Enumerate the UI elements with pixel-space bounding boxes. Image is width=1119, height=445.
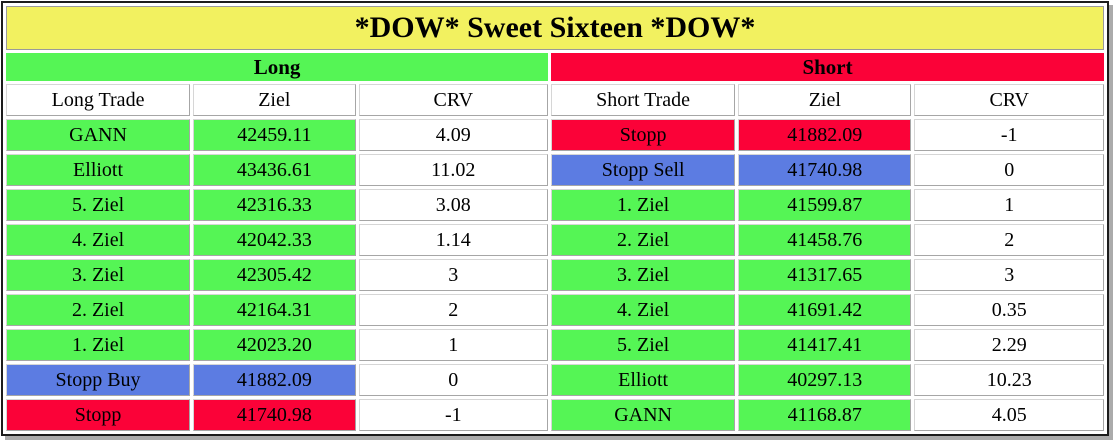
short-ziel-cell: 41417.41 <box>738 329 912 361</box>
long-crv-cell: 4.09 <box>358 119 549 151</box>
short-crv-cell: 4.05 <box>914 399 1104 431</box>
short-crv-cell: 1 <box>914 189 1104 221</box>
long-trade-cell: GANN <box>6 119 191 151</box>
table-body: GANN 42459.11 4.09 Stopp 41882.09 -1 Elliott 43… <box>6 119 1104 431</box>
long-crv-cell: 1.14 <box>358 224 549 256</box>
long-trade-cell: 5. Ziel <box>6 189 191 221</box>
section-short: Short <box>551 53 1104 81</box>
column-header-row: Long Trade Ziel CRV Short Trade Ziel CRV <box>6 84 1104 116</box>
short-ziel-cell: 41740.98 <box>738 154 912 186</box>
long-trade-cell: Stopp <box>6 399 191 431</box>
header-short-crv: CRV <box>914 84 1104 116</box>
short-trade-cell: 2. Ziel <box>551 224 736 256</box>
long-ziel-cell: 42042.33 <box>193 224 356 256</box>
long-crv-cell: 1 <box>358 329 549 361</box>
long-ziel-cell: 42459.11 <box>193 119 356 151</box>
table-row: Stopp Buy 41882.09 0 Elliott 40297.13 10.23 <box>6 364 1104 396</box>
short-trade-cell: 1. Ziel <box>551 189 736 221</box>
short-ziel-cell: 41317.65 <box>738 259 912 291</box>
short-ziel-cell: 41882.09 <box>738 119 912 151</box>
long-ziel-cell: 41740.98 <box>193 399 356 431</box>
long-trade-cell: Elliott <box>6 154 191 186</box>
short-ziel-cell: 41599.87 <box>738 189 912 221</box>
short-crv-cell: 0.35 <box>914 294 1104 326</box>
long-crv-cell: -1 <box>358 399 549 431</box>
long-crv-cell: 11.02 <box>358 154 549 186</box>
sweet-sixteen-table: *DOW* Sweet Sixteen *DOW* Long Short Lon… <box>1 1 1109 436</box>
short-ziel-cell: 41691.42 <box>738 294 912 326</box>
long-ziel-cell: 42164.31 <box>193 294 356 326</box>
short-trade-cell: GANN <box>551 399 736 431</box>
short-crv-cell: 3 <box>914 259 1104 291</box>
long-crv-cell: 3 <box>358 259 549 291</box>
short-crv-cell: 10.23 <box>914 364 1104 396</box>
long-ziel-cell: 42305.42 <box>193 259 356 291</box>
long-trade-cell: 2. Ziel <box>6 294 191 326</box>
long-ziel-cell: 43436.61 <box>193 154 356 186</box>
long-ziel-cell: 41882.09 <box>193 364 356 396</box>
long-trade-cell: 4. Ziel <box>6 224 191 256</box>
table-row: 2. Ziel 42164.31 2 4. Ziel 41691.42 0.35 <box>6 294 1104 326</box>
long-ziel-cell: 42023.20 <box>193 329 356 361</box>
table-row: 3. Ziel 42305.42 3 3. Ziel 41317.65 3 <box>6 259 1104 291</box>
section-row: Long Short <box>6 53 1104 81</box>
short-trade-cell: 5. Ziel <box>551 329 736 361</box>
short-ziel-cell: 41168.87 <box>738 399 912 431</box>
header-short-ziel: Ziel <box>738 84 912 116</box>
long-crv-cell: 2 <box>358 294 549 326</box>
table-row: 4. Ziel 42042.33 1.14 2. Ziel 41458.76 2 <box>6 224 1104 256</box>
table-row: 1. Ziel 42023.20 1 5. Ziel 41417.41 2.29 <box>6 329 1104 361</box>
trading-levels-sheet: *DOW* Sweet Sixteen *DOW* Long Short Lon… <box>1 1 1119 436</box>
short-crv-cell: 0 <box>914 154 1104 186</box>
short-trade-cell: Stopp Sell <box>551 154 736 186</box>
short-trade-cell: 4. Ziel <box>551 294 736 326</box>
long-trade-cell: 1. Ziel <box>6 329 191 361</box>
long-crv-cell: 3.08 <box>358 189 549 221</box>
short-trade-cell: Elliott <box>551 364 736 396</box>
header-long-ziel: Ziel <box>193 84 356 116</box>
long-trade-cell: 3. Ziel <box>6 259 191 291</box>
header-long-crv: CRV <box>358 84 549 116</box>
short-trade-cell: Stopp <box>551 119 736 151</box>
title-row: *DOW* Sweet Sixteen *DOW* <box>6 6 1104 50</box>
short-trade-cell: 3. Ziel <box>551 259 736 291</box>
section-long: Long <box>6 53 549 81</box>
long-ziel-cell: 42316.33 <box>193 189 356 221</box>
table-row: Elliott 43436.61 11.02 Stopp Sell 41740.98 0 <box>6 154 1104 186</box>
short-crv-cell: 2 <box>914 224 1104 256</box>
long-trade-cell: Stopp Buy <box>6 364 191 396</box>
short-ziel-cell: 40297.13 <box>738 364 912 396</box>
short-ziel-cell: 41458.76 <box>738 224 912 256</box>
short-crv-cell: -1 <box>914 119 1104 151</box>
header-short-trade: Short Trade <box>551 84 736 116</box>
table-row: GANN 42459.11 4.09 Stopp 41882.09 -1 <box>6 119 1104 151</box>
short-crv-cell: 2.29 <box>914 329 1104 361</box>
table-row: 5. Ziel 42316.33 3.08 1. Ziel 41599.87 1 <box>6 189 1104 221</box>
header-long-trade: Long Trade <box>6 84 191 116</box>
page-title: *DOW* Sweet Sixteen *DOW* <box>6 6 1104 50</box>
table-row: Stopp 41740.98 -1 GANN 41168.87 4.05 <box>6 399 1104 431</box>
long-crv-cell: 0 <box>358 364 549 396</box>
